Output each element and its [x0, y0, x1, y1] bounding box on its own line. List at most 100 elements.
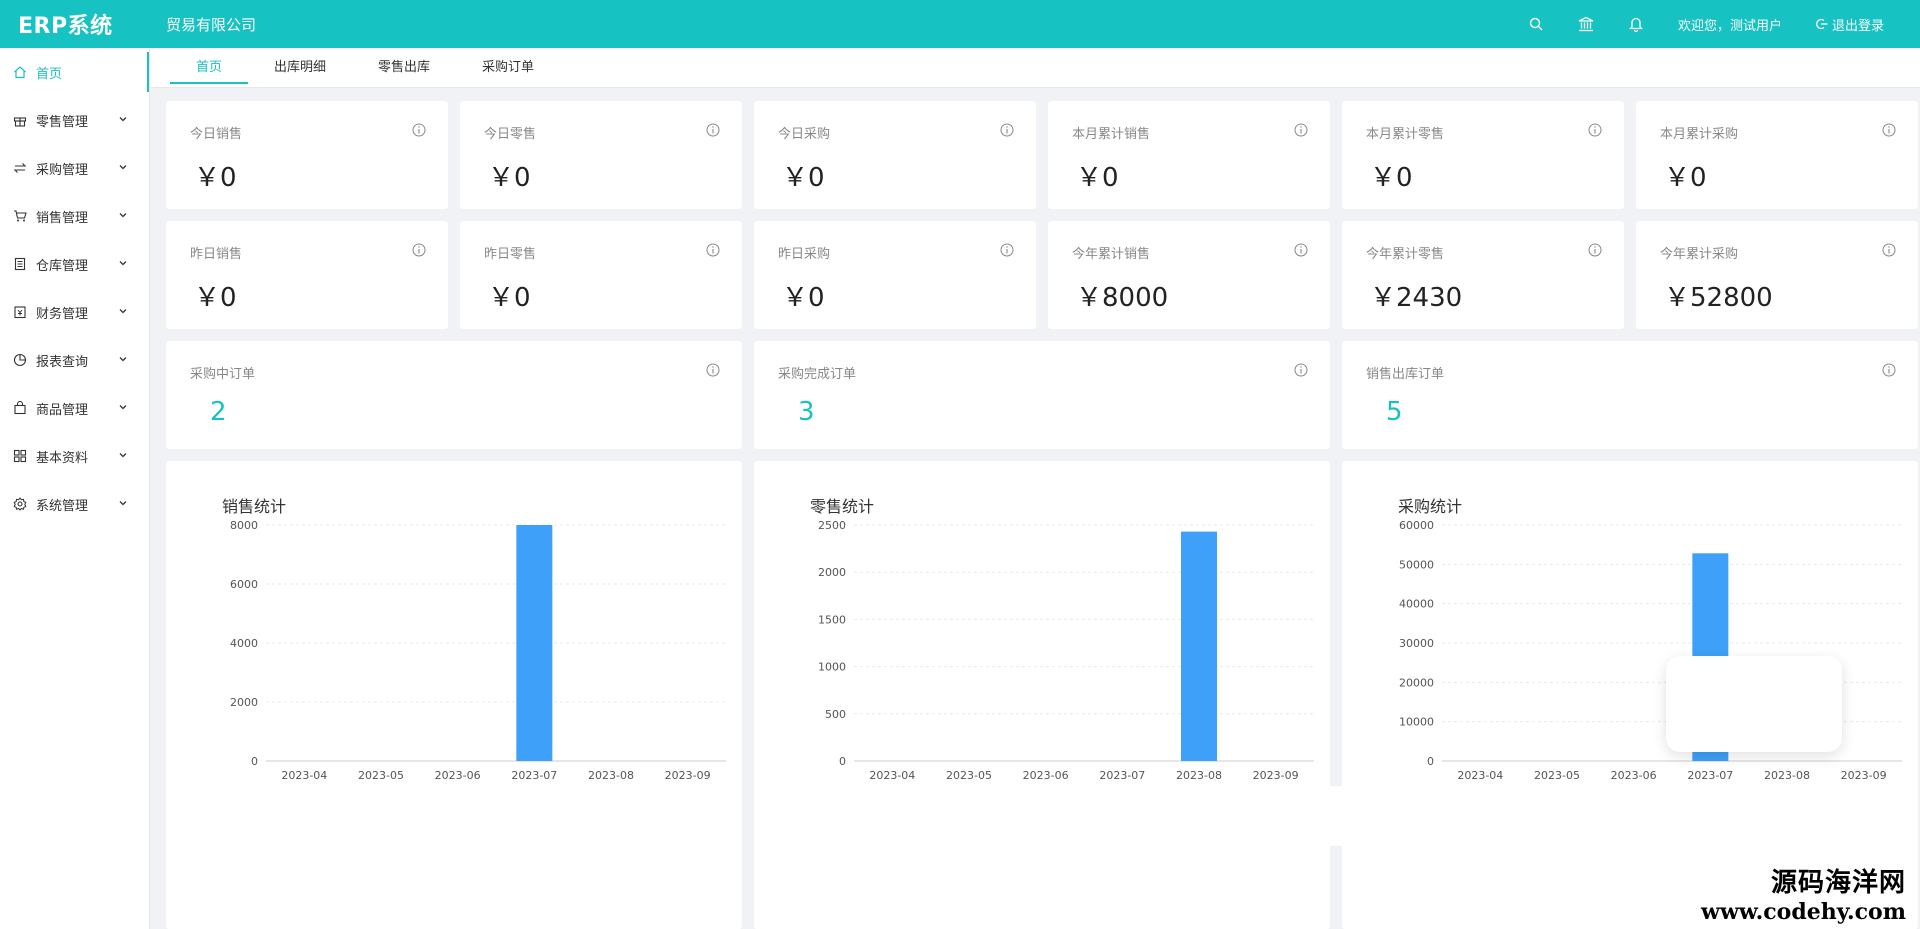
x-tick-label: 2023-08: [588, 769, 634, 782]
chevron-down-icon: [119, 405, 127, 410]
stat-card: 今年累计采购 ￥52800: [1636, 221, 1918, 329]
account-book-icon: [12, 304, 28, 320]
stat-label: 今日销售: [190, 127, 243, 142]
info-icon[interactable]: [1588, 243, 1602, 257]
info-icon[interactable]: [706, 243, 720, 257]
info-icon[interactable]: [412, 243, 426, 257]
stat-value: ￥0: [1664, 163, 1707, 193]
x-tick-label: 2023-06: [1611, 769, 1657, 782]
x-tick-label: 2023-09: [665, 769, 711, 782]
sidebar-item-label: 采购管理: [36, 162, 89, 178]
watermark-url: www.codehy.com: [1701, 899, 1906, 925]
y-tick-label: 50000: [1399, 558, 1434, 571]
sidebar-item-purchase[interactable]: 采购管理: [0, 144, 149, 192]
stat-card: 今年累计零售 ￥2430: [1342, 221, 1624, 329]
ledger-icon: [12, 256, 28, 272]
company-name: 贸易有限公司: [166, 15, 257, 34]
tab-home[interactable]: 首页: [170, 48, 249, 88]
order-card: 采购中订单 2: [166, 341, 742, 449]
chevron-down-icon: [119, 357, 127, 362]
stat-value: ￥0: [194, 283, 237, 313]
y-tick-label: 1500: [818, 613, 846, 626]
info-icon[interactable]: [706, 363, 720, 377]
y-tick-label: 2000: [818, 566, 846, 579]
x-tick-label: 2023-07: [1099, 769, 1145, 782]
stat-value: ￥8000: [1076, 283, 1169, 313]
info-icon[interactable]: [412, 123, 426, 137]
stat-card: 昨日销售 ￥0: [166, 221, 448, 329]
chart-title: 采购统计: [1398, 497, 1463, 516]
info-icon[interactable]: [1588, 123, 1602, 137]
sidebar-item-home[interactable]: 首页: [0, 48, 149, 96]
stat-card: 今日销售 ￥0: [166, 101, 448, 209]
sidebar-item-label: 销售管理: [36, 210, 89, 226]
search-icon[interactable]: [1528, 16, 1544, 32]
shopping-bag-icon: [12, 400, 28, 416]
sidebar-item-retail[interactable]: 零售管理: [0, 96, 149, 144]
y-tick-label: 8000: [230, 519, 258, 532]
x-tick-label: 2023-05: [946, 769, 992, 782]
sidebar-item-finance[interactable]: 财务管理: [0, 288, 149, 336]
info-icon[interactable]: [1882, 363, 1896, 377]
order-label: 采购中订单: [190, 367, 256, 382]
x-tick-label: 2023-06: [435, 769, 481, 782]
app-logo[interactable]: ERP系统: [18, 14, 113, 39]
sidebar-item-basic-data[interactable]: 基本资料: [0, 432, 149, 480]
stat-value: ￥0: [488, 283, 531, 313]
order-count[interactable]: 5: [1386, 397, 1403, 427]
info-icon[interactable]: [1882, 123, 1896, 137]
welcome-text: 欢迎您，测试用户: [1677, 18, 1782, 34]
chevron-down-icon: [119, 117, 127, 122]
bell-icon[interactable]: [1628, 16, 1644, 32]
info-icon[interactable]: [1882, 243, 1896, 257]
sidebar-item-warehouse[interactable]: 仓库管理: [0, 240, 149, 288]
watermark-title: 源码海洋网: [1770, 868, 1906, 898]
sidebar-item-label: 商品管理: [36, 402, 89, 418]
x-tick-label: 2023-09: [1253, 769, 1299, 782]
tab-bar: 首页 出库明细 零售出库 采购订单: [150, 48, 1920, 88]
info-icon[interactable]: [1294, 363, 1308, 377]
stat-label: 今年累计销售: [1072, 247, 1151, 262]
stat-value: ￥0: [782, 283, 825, 313]
pie-chart-icon: [12, 352, 28, 368]
sidebar-item-sales[interactable]: 销售管理: [0, 192, 149, 240]
stat-card: 今日零售 ￥0: [460, 101, 742, 209]
swap-icon: [12, 160, 28, 176]
logout-button[interactable]: 退出登录: [1816, 15, 1884, 34]
stat-value: ￥0: [1370, 163, 1413, 193]
x-tick-label: 2023-08: [1764, 769, 1810, 782]
sidebar-item-system[interactable]: 系统管理: [0, 480, 149, 528]
y-tick-label: 2500: [818, 519, 846, 532]
info-icon[interactable]: [1000, 243, 1014, 257]
x-tick-label: 2023-04: [281, 769, 327, 782]
order-count[interactable]: 3: [798, 397, 815, 427]
chart-tooltip: [1666, 656, 1842, 752]
sidebar-item-goods[interactable]: 商品管理: [0, 384, 149, 432]
info-icon[interactable]: [1000, 123, 1014, 137]
sidebar-item-reports[interactable]: 报表查询: [0, 336, 149, 384]
order-count[interactable]: 2: [210, 397, 227, 427]
stat-value: ￥2430: [1370, 283, 1463, 313]
y-tick-label: 4000: [230, 637, 258, 650]
setting-icon: [12, 496, 28, 512]
y-tick-label: 1000: [818, 661, 846, 674]
tab-outbound-detail[interactable]: 出库明细: [274, 60, 327, 75]
stat-card: 本月累计零售 ￥0: [1342, 101, 1624, 209]
top-right-toolbar: 欢迎您，测试用户 退出登录: [1528, 15, 1920, 34]
y-tick-label: 2000: [230, 696, 258, 709]
tab-purchase-order[interactable]: 采购订单: [482, 60, 535, 75]
stat-value: ￥0: [782, 163, 825, 193]
tab-retail-outbound[interactable]: 零售出库: [378, 60, 431, 75]
bar: [516, 525, 553, 761]
stat-label: 今年累计采购: [1660, 247, 1739, 262]
bank-icon[interactable]: [1578, 16, 1594, 32]
info-icon[interactable]: [706, 123, 720, 137]
stat-value: ￥52800: [1664, 283, 1773, 313]
logout-label: 退出登录: [1831, 18, 1884, 34]
info-icon[interactable]: [1294, 243, 1308, 257]
stat-label: 昨日销售: [190, 247, 243, 262]
order-card: 采购完成订单 3: [754, 341, 1330, 449]
sidebar-item-label: 仓库管理: [36, 258, 89, 274]
stat-label: 今年累计零售: [1366, 247, 1445, 262]
info-icon[interactable]: [1294, 123, 1308, 137]
